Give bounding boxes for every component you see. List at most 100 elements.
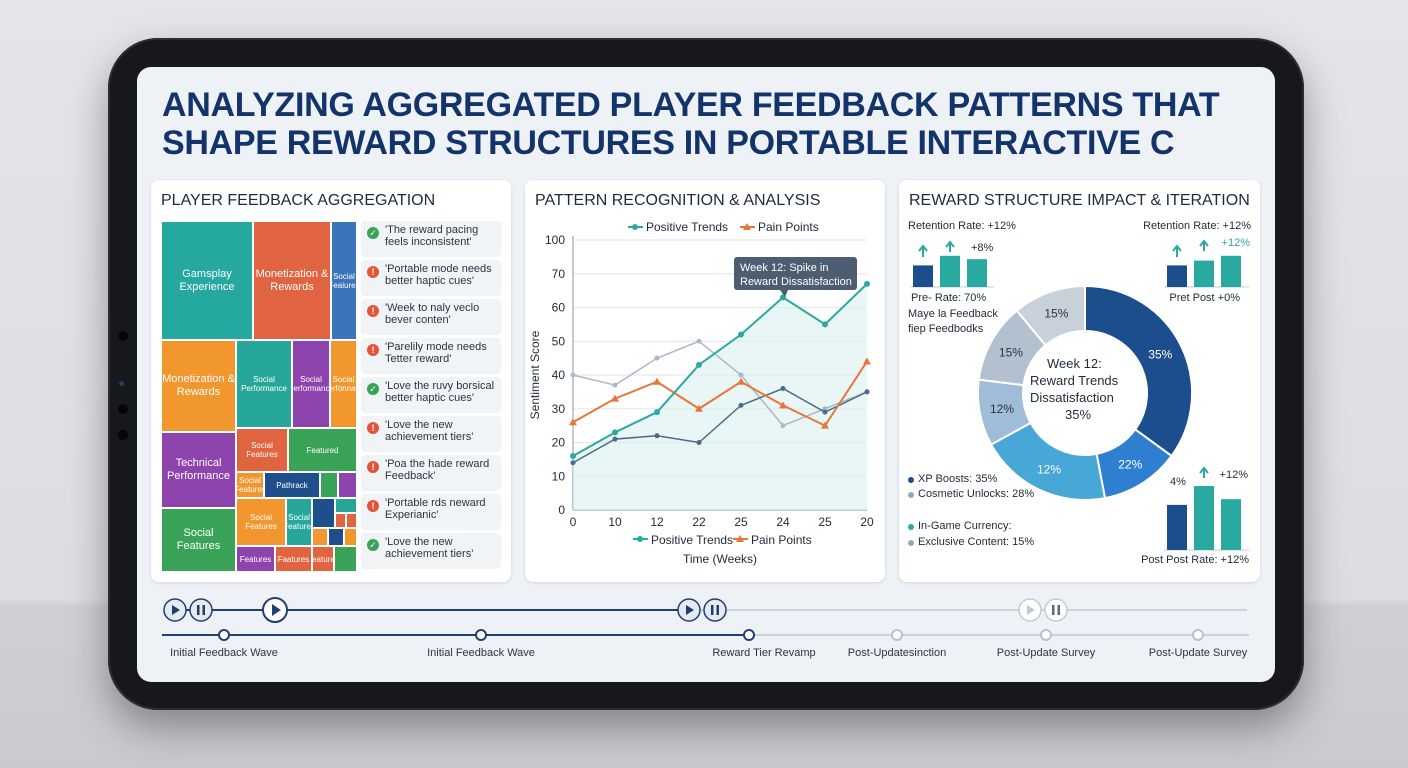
treemap-cell-detail-1[interactable]: Pathrack (264, 472, 320, 498)
pause-icon (197, 605, 200, 615)
x-tick-label: 0 (570, 515, 577, 529)
feedback-item[interactable]: ! 'Love the new achievement tiers' (361, 416, 501, 452)
feedback-item[interactable]: ! 'Parelily mode needs Tetter reward' (361, 338, 501, 374)
feedback-item-text: 'The reward pacing feels inconsistent' (385, 224, 479, 248)
note-line-2: fiep Feedbodks (908, 323, 984, 335)
treemap-cell-social-performance-2[interactable]: Social Performance (292, 340, 330, 428)
feedback-item[interactable]: ! 'Portable mode needs better haptic cues… (361, 260, 501, 296)
treemap-cell-detail-2[interactable]: Features (236, 546, 275, 572)
treemap-cell-detail-4[interactable]: Features (312, 546, 334, 572)
timeline-milestone-label: Post-Update Survey (996, 647, 1096, 659)
treemap-cell-social-vertical[interactable]: Social Feaiures (331, 221, 357, 340)
milestone-marker[interactable] (743, 629, 755, 641)
camera-dot-3 (118, 430, 128, 440)
donut-slice[interactable] (1015, 284, 1086, 347)
donut-slice[interactable] (1084, 284, 1194, 458)
reward-legend-item: Cosmetic Unlocks: 28% (908, 487, 1068, 502)
check-icon: ✓ (367, 227, 379, 239)
reward-graphics: 35% 22% 12% 12% 15% 15% (911, 239, 1249, 551)
arrow-up-icon (1199, 239, 1209, 251)
treemap-cell-social-features-4[interactable]: Social Features (236, 498, 286, 546)
right-delta-label: +12% (1221, 237, 1250, 249)
treemap-cell-detail-3[interactable]: Faatures (275, 546, 312, 572)
data-point (654, 433, 660, 439)
milestone-marker[interactable] (475, 629, 487, 641)
timeline-track (162, 597, 1249, 641)
treemap-cell-social-performance[interactable]: Social Performance (236, 340, 292, 428)
left-bar (940, 255, 960, 287)
treemap-cell-monetization[interactable]: Monetization & Rewards (253, 221, 331, 340)
pause-button[interactable] (1044, 598, 1068, 622)
feedback-panel: PLAYER FEEDBACK AGGREGATION Gamsplay Exp… (151, 180, 511, 582)
treemap-cell-purple-a[interactable] (338, 472, 357, 498)
positive-trend-area (573, 283, 867, 510)
right-bar (1221, 255, 1241, 287)
treemap-cell-social-features-2[interactable]: Social Features (236, 472, 264, 498)
alert-icon: ! (367, 461, 379, 473)
treemap-cell-social-features-3[interactable]: Social Features (161, 508, 236, 572)
timeline-milestone-label: Post-Updatesinction (847, 647, 947, 659)
feedback-item[interactable]: ! 'Portable rds neward Experianic' (361, 494, 501, 530)
feedback-item[interactable]: ✓ 'The reward pacing feels inconsistent' (361, 221, 501, 257)
data-point (570, 372, 576, 378)
treemap-cell-social-features-5[interactable]: Social Features (286, 498, 312, 546)
treemap-cell-red-a[interactable] (335, 513, 346, 528)
reward-legend-text: In-Game Currency: (918, 520, 1012, 532)
data-point (696, 361, 702, 368)
pause-icon (1057, 605, 1060, 615)
milestone-marker[interactable] (1192, 629, 1204, 641)
milestone-marker[interactable] (891, 629, 903, 641)
milestone-marker[interactable] (218, 629, 230, 641)
treemap-cell-social-performance-3[interactable]: Social Perfonnace (330, 340, 357, 428)
feedback-item-text: 'Poa the hade reward Feedback' (385, 458, 490, 482)
left-bar (967, 259, 987, 287)
treemap-cell-teal-a[interactable] (335, 498, 357, 513)
treemap-cell-green-a[interactable] (320, 472, 338, 498)
treemap-cell-orange-a[interactable] (312, 528, 328, 546)
legend-pain-marker (736, 535, 744, 542)
donut-center-line-4: 35% (1065, 407, 1092, 422)
treemap-cell-social-features[interactable]: Social Features (236, 428, 288, 472)
treemap-cell-green-b[interactable] (334, 546, 357, 572)
treemap-cell-orange-b[interactable] (344, 528, 357, 546)
donut-slice-label: 22% (1118, 457, 1142, 471)
pause-icon (202, 605, 205, 615)
treemap-cell-technical[interactable]: Technical Performance (161, 432, 236, 508)
treemap-cell-featured[interactable]: Featured (288, 428, 357, 472)
timeline-milestone-label: Post-Update Survey (1148, 647, 1248, 659)
bottom-bar (1167, 504, 1187, 550)
feedback-item[interactable]: ✓ 'Love the ruvy borsical better haptic c… (361, 377, 501, 413)
pause-button[interactable] (189, 598, 213, 622)
feedback-item[interactable]: ✓ 'Love the new achievement tiers' (361, 533, 501, 569)
series-line (572, 340, 868, 427)
legend-dot-icon (908, 524, 914, 530)
donut-slice-label: 35% (1148, 348, 1172, 362)
y-tick-label: 20 (552, 436, 566, 450)
arrow-up-icon (945, 240, 955, 252)
left-bars-xlabel: Pre- Rate: 70% (911, 292, 987, 304)
treemap-cell-red-b[interactable] (346, 513, 357, 528)
y-tick-label: 60 (552, 301, 566, 315)
pause-button[interactable] (703, 598, 727, 622)
data-point (864, 280, 870, 287)
series-line (572, 283, 868, 457)
feedback-item[interactable]: ! 'Poa the hade reward Feedback' (361, 455, 501, 491)
reward-panel: REWARD STRUCTURE IMPACT & ITERATION 35% 2… (899, 180, 1260, 582)
arrow-up-icon (918, 244, 928, 257)
x-tick-label: 24 (776, 515, 790, 529)
y-tick-label: 30 (552, 402, 566, 416)
treemap-cell-gameplay[interactable]: Gamsplay Experience (161, 221, 253, 340)
feedback-item-text: 'Week to naly veclo bever conten' (385, 302, 480, 326)
milestone-marker[interactable] (1040, 629, 1052, 641)
treemap-cell-monetization-left[interactable]: Monetization & Rewards (161, 340, 236, 432)
feedback-item[interactable]: ! 'Week to naly veclo bever conten' (361, 299, 501, 335)
y-tick-label: 0 (558, 503, 565, 517)
alert-icon: ! (367, 422, 379, 434)
check-icon: ✓ (367, 539, 379, 551)
pause-icon (1052, 605, 1055, 615)
treemap-cell-navy-b[interactable] (328, 528, 344, 546)
annotation-pointer (780, 290, 788, 297)
reward-legend-text: Cosmetic Unlocks: 28% (918, 488, 1035, 500)
treemap-cell-navy-a[interactable] (312, 498, 335, 528)
legend-pain-label: Pain Points (751, 533, 812, 547)
